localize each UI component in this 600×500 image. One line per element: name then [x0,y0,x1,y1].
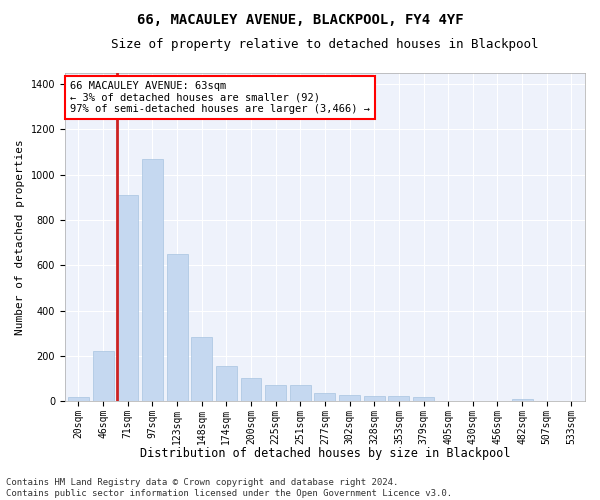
Bar [92,351,113,402]
Y-axis label: Number of detached properties: Number of detached properties [15,139,25,335]
Bar [216,366,237,402]
Bar [290,386,311,402]
Bar [241,378,262,402]
Bar [314,392,335,402]
X-axis label: Distribution of detached houses by size in Blackpool: Distribution of detached houses by size … [140,447,510,460]
Bar [68,398,89,402]
Text: Contains HM Land Registry data © Crown copyright and database right 2024.
Contai: Contains HM Land Registry data © Crown c… [6,478,452,498]
Bar [413,398,434,402]
Text: 66, MACAULEY AVENUE, BLACKPOOL, FY4 4YF: 66, MACAULEY AVENUE, BLACKPOOL, FY4 4YF [137,12,463,26]
Bar [339,395,360,402]
Bar [512,398,533,402]
Bar [191,336,212,402]
Bar [364,396,385,402]
Bar [167,254,188,402]
Bar [117,196,138,402]
Title: Size of property relative to detached houses in Blackpool: Size of property relative to detached ho… [111,38,539,51]
Text: 66 MACAULEY AVENUE: 63sqm
← 3% of detached houses are smaller (92)
97% of semi-d: 66 MACAULEY AVENUE: 63sqm ← 3% of detach… [70,80,370,114]
Bar [388,396,409,402]
Bar [265,386,286,402]
Bar [142,159,163,402]
